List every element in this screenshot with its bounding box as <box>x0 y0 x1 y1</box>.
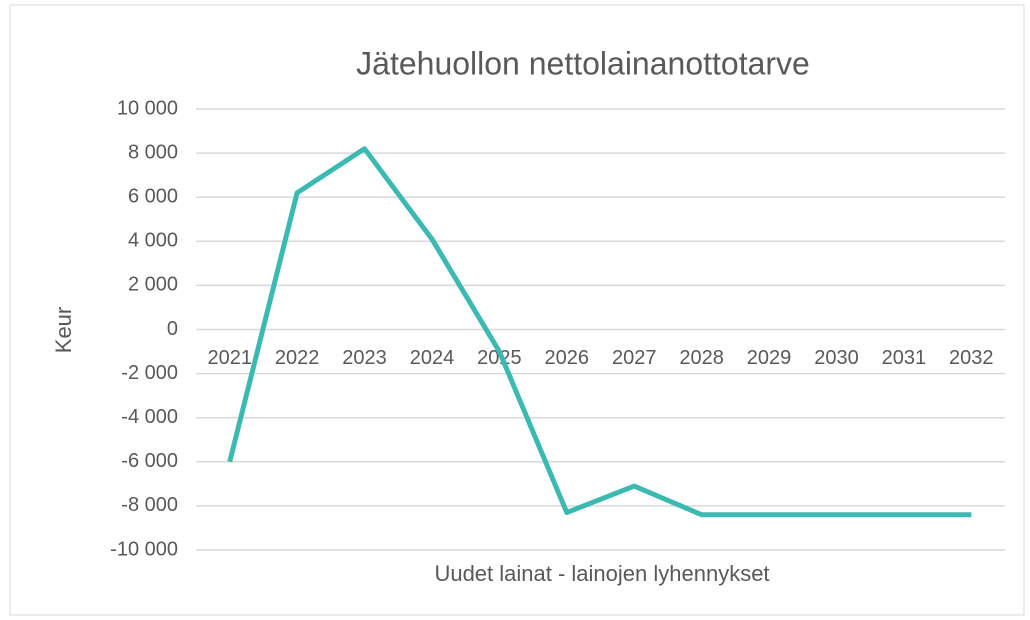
x-tick-label: 2029 <box>747 347 792 369</box>
x-tick-label: 2032 <box>949 347 994 369</box>
x-tick-label: 2023 <box>342 347 387 369</box>
x-axis-label: Uudet lainat - lainojen lyhennykset <box>434 561 769 586</box>
x-tick-label: 2026 <box>545 347 590 369</box>
y-tick-label: -4 000 <box>121 406 178 428</box>
x-tick-label: 2027 <box>612 347 657 369</box>
data-line <box>227 146 972 518</box>
y-tick-label: -6 000 <box>121 450 178 472</box>
y-tick-label: 6 000 <box>128 185 178 207</box>
y-tick-label: 2 000 <box>128 274 178 296</box>
x-tick-label: 2022 <box>275 347 320 369</box>
x-tick-label: 2031 <box>882 347 927 369</box>
y-tick-label: -2 000 <box>121 362 178 384</box>
y-tick-label: 0 <box>167 318 178 340</box>
y-tick-label: 4 000 <box>128 230 178 252</box>
x-tick-label: 2024 <box>410 347 455 369</box>
y-axis-label: Keur <box>51 307 76 353</box>
x-tick-label: 2028 <box>679 347 724 369</box>
x-tick-label: 2030 <box>814 347 859 369</box>
chart-title: Jätehuollon nettolainanottotarve <box>356 45 810 81</box>
x-tick-label: 2021 <box>207 347 252 369</box>
y-tick-label: -10 000 <box>110 538 178 560</box>
y-tick-label: 8 000 <box>128 141 178 163</box>
y-tick-label: -8 000 <box>121 494 178 516</box>
y-tick-label: 10 000 <box>117 97 178 119</box>
